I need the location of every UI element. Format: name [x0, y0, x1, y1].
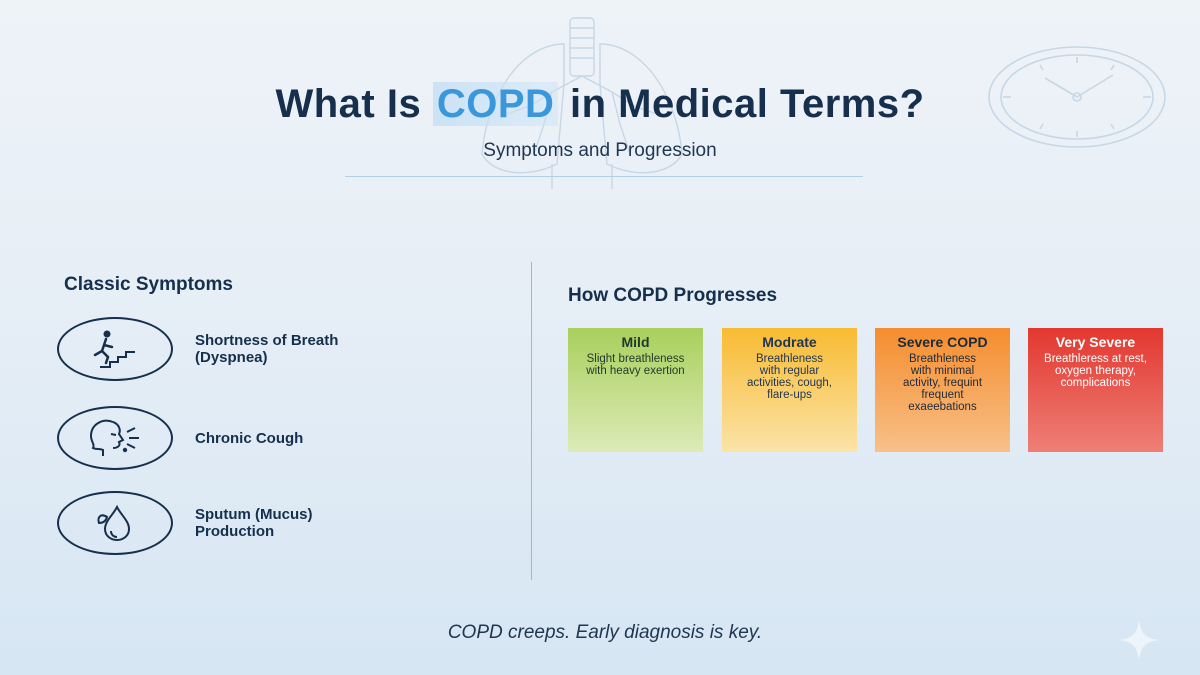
title-highlight-copd: COPD — [432, 82, 559, 126]
stage-title: Very Severe — [1055, 334, 1136, 350]
footer-tagline: COPD creeps. Early diagnosis is key. — [447, 622, 763, 643]
title-text-post: in Medical Terms? — [558, 82, 925, 126]
stage-card-very-severe: Very Severe Breathleress at rest, oxygen… — [1028, 328, 1163, 452]
symptom-item-sputum: Sputum (Mucus) Production — [57, 491, 313, 555]
symptom-label: Chronic Cough — [195, 429, 304, 447]
progression-heading: How COPD Progresses — [568, 285, 778, 306]
coughing-face-icon — [89, 419, 139, 456]
person-climbing-stairs-icon — [93, 330, 135, 368]
symptom-icon-circle — [57, 317, 173, 381]
subtitle-divider — [345, 176, 863, 177]
symptom-icon-circle — [57, 406, 173, 470]
stage-description: Breathleness with regular activities, co… — [746, 353, 832, 401]
clock-icon — [988, 46, 1166, 148]
symptom-item-cough: Chronic Cough — [57, 406, 303, 470]
column-divider — [531, 262, 532, 580]
stage-title: Severe COPD — [897, 334, 988, 350]
stage-card-mild: Mild Slight breathleness with heavy exer… — [568, 328, 703, 452]
stage-card-moderate: Modrate Breathleness with regular activi… — [722, 328, 857, 452]
symptom-item-dyspnea: Shortness of Breath (Dyspnea) — [57, 317, 338, 381]
stage-description: Breathleness with minimal activity, freq… — [902, 353, 983, 413]
symptoms-heading: Classic Symptoms — [64, 274, 233, 295]
stage-card-severe: Severe COPD Breathleness with minimal ac… — [875, 328, 1010, 452]
title-text-pre: What Is — [275, 82, 433, 126]
symptom-icon-circle — [57, 491, 173, 555]
page-title: What Is COPD in Medical Terms? — [0, 82, 1200, 127]
page-subtitle: Symptoms and Progression — [483, 140, 717, 161]
stage-title: Modrate — [762, 334, 817, 350]
stage-description: Breathleress at rest, oxygen therapy, co… — [1044, 353, 1147, 389]
symptom-label: Sputum (Mucus) Production — [195, 506, 313, 540]
sparkle-icon — [1119, 620, 1159, 660]
droplet-leaf-icon — [97, 504, 131, 542]
stage-title: Mild — [621, 334, 650, 350]
stage-description: Slight breathleness with heavy exertion — [586, 353, 685, 377]
symptom-label: Shortness of Breath (Dyspnea) — [195, 332, 339, 366]
